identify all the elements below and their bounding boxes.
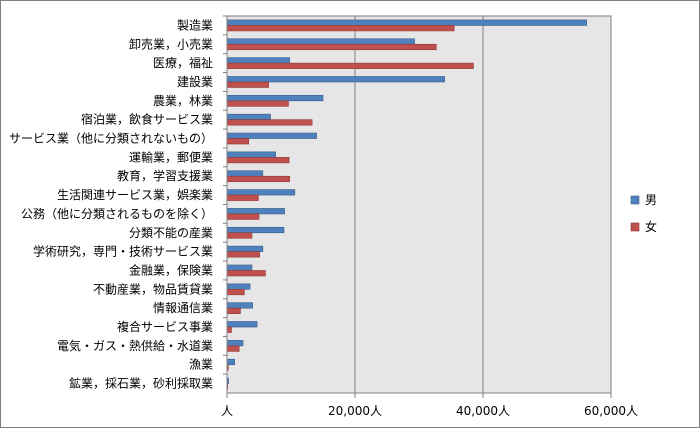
x-tick-label: 60,000人	[584, 404, 638, 418]
category-label: 情報通信業	[153, 301, 213, 315]
bar-male	[226, 302, 253, 309]
bar-male	[226, 132, 317, 139]
category-label: サービス業（他に分類されないもの）	[9, 132, 213, 146]
category-label: 建設業	[177, 74, 213, 89]
bar-male	[226, 95, 324, 102]
x-tick-label: 40,000人	[456, 404, 510, 418]
bar-female	[226, 289, 245, 296]
category-label: 複合サービス事業	[117, 319, 213, 334]
bar-female	[226, 270, 266, 277]
category-label: 運輸業，郵便業	[129, 149, 213, 164]
bar-female	[226, 307, 241, 314]
bar-male	[226, 38, 415, 45]
x-tick-labels: 人 20,000人 40,000人 60,000人	[221, 393, 638, 418]
bar-female	[226, 213, 260, 220]
legend-label: 男	[645, 193, 657, 207]
bar-male	[226, 57, 291, 64]
category-label: 農業，林業	[153, 94, 213, 108]
bar-female	[226, 43, 437, 51]
category-label: 学術研究，専門・技術サービス業	[33, 244, 213, 259]
legend-label: 女	[645, 219, 657, 234]
bar-male	[226, 189, 296, 196]
bar-male	[226, 245, 264, 252]
bars	[226, 19, 587, 390]
category-label: 生活関連サービス業，娯楽業	[57, 188, 213, 202]
category-label: 公務（他に分類されるものを除く）	[21, 206, 213, 221]
legend-swatch	[630, 222, 640, 232]
category-label: 鉱業，採石業，砂利採取業	[69, 376, 213, 391]
legend: 男女	[630, 193, 657, 234]
bar-female	[226, 232, 253, 239]
bar-female	[226, 100, 289, 107]
plot-area	[226, 15, 612, 394]
bar-male	[226, 151, 276, 158]
bar-male	[226, 76, 445, 83]
bar-male	[226, 19, 587, 26]
bar-female	[226, 81, 269, 88]
bar-female	[226, 251, 260, 258]
bar-female	[226, 25, 455, 32]
category-label: 卸売業，小売業	[129, 36, 213, 51]
category-label: 不動産業，物品賃貸業	[93, 281, 213, 296]
bar-female	[226, 157, 290, 164]
category-label: 電気・ガス・熱供給・水道業	[57, 338, 213, 353]
x-tick-label: 20,000人	[328, 404, 382, 418]
bar-male	[226, 113, 271, 120]
bar-male	[226, 340, 244, 347]
bar-male	[226, 170, 264, 177]
category-label: 漁業	[189, 358, 213, 372]
category-label: 教育，学習支援業	[117, 168, 213, 183]
category-label: 医療，福祉	[153, 55, 213, 70]
bar-male	[226, 264, 253, 271]
category-label: 金融業，保険業	[129, 262, 213, 277]
category-label: 宿泊業，飲食サービス業	[81, 112, 213, 127]
bar-male	[226, 208, 285, 215]
bar-male	[226, 321, 258, 328]
category-labels: 製造業卸売業，小売業医療，福祉建設業農業，林業宿泊業，飲食サービス業サービス業（…	[9, 15, 227, 391]
bar-male	[226, 226, 285, 234]
legend-swatch	[630, 195, 640, 205]
bar-female	[226, 62, 474, 69]
bar-male	[226, 283, 251, 290]
category-label: 分類不能の産業	[129, 225, 213, 240]
bar-female	[226, 345, 240, 352]
bar-female	[226, 119, 313, 126]
bar-female	[226, 175, 291, 183]
bar-female	[226, 138, 250, 145]
bar-male	[226, 358, 235, 366]
x-tick-label: 人	[221, 404, 233, 418]
bar-female	[226, 326, 232, 333]
bar-female	[226, 194, 259, 201]
category-label: 製造業	[177, 18, 213, 32]
